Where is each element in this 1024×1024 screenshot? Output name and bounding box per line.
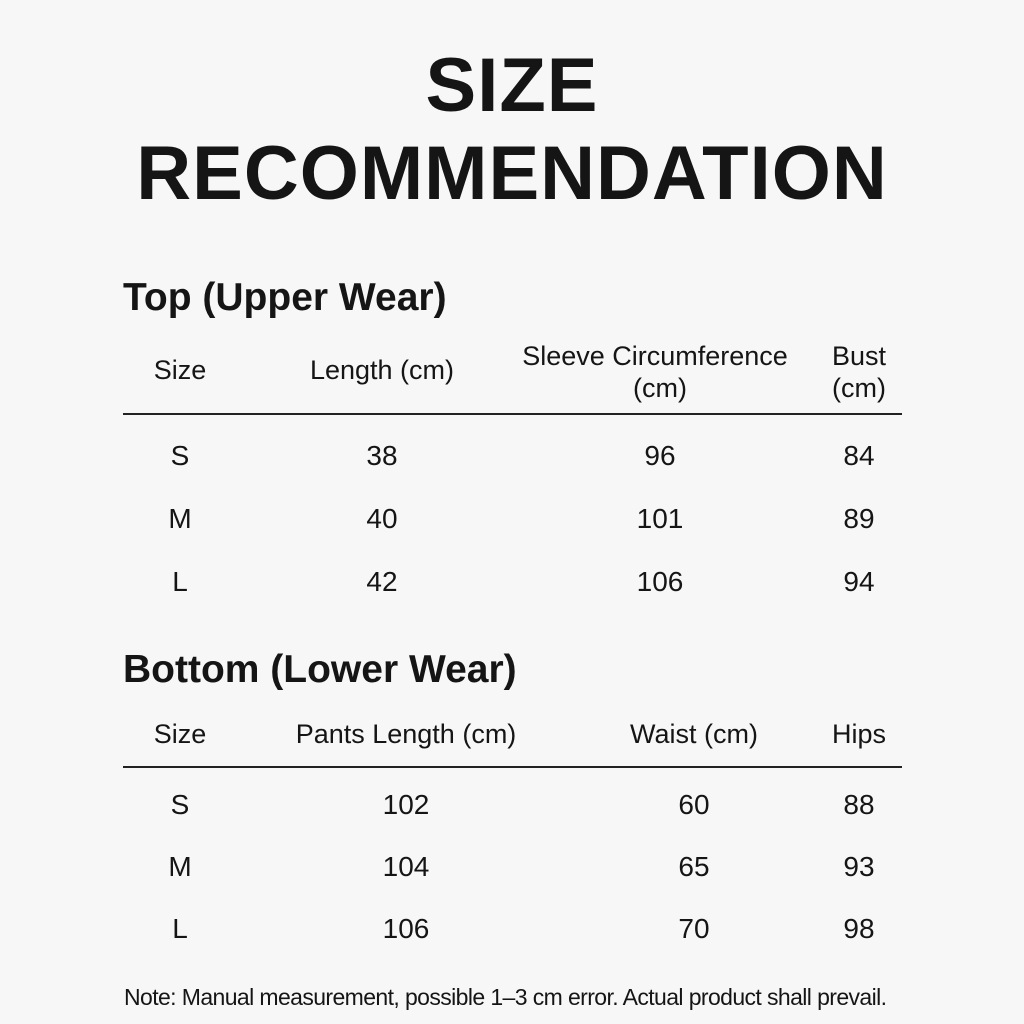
page-title-line2: RECOMMENDATION [136, 131, 888, 216]
bottom-section-heading: Bottom (Lower Wear) [123, 648, 517, 691]
table-cell: 106 [382, 913, 430, 944]
table-cell: S [170, 440, 190, 471]
top-header-length: Length (cm) [309, 355, 455, 385]
table-cell: 94 [843, 566, 875, 597]
table-cell: 104 [382, 851, 430, 882]
bottom-header-hips: Hips [831, 719, 887, 749]
table-cell: L [172, 913, 188, 944]
top-header-size: Size [153, 355, 207, 385]
table-cell: 70 [678, 913, 710, 944]
top-header-bust-unit: (cm) [832, 373, 886, 403]
page-title-line1: SIZE [425, 43, 599, 128]
table-cell: L [172, 566, 188, 597]
bottom-header-size: Size [153, 719, 207, 749]
top-header-sleeve-unit: (cm) [633, 373, 687, 403]
table-cell: 38 [366, 440, 398, 471]
table-cell: 106 [636, 566, 684, 597]
measurement-note: Note: Manual measurement, possible 1–3 c… [124, 984, 887, 1010]
top-header-divider [123, 413, 902, 415]
table-cell: 101 [636, 503, 684, 534]
table-cell: 96 [644, 440, 676, 471]
top-header-sleeve: Sleeve Circumference [522, 341, 788, 371]
table-cell: 42 [366, 566, 398, 597]
top-section-heading: Top (Upper Wear) [123, 276, 447, 319]
table-cell: 40 [366, 503, 398, 534]
table-cell: 88 [843, 789, 875, 820]
table-cell: M [168, 503, 192, 534]
table-cell: 93 [843, 851, 875, 882]
top-header-bust: Bust [831, 341, 887, 371]
table-cell: S [170, 789, 190, 820]
table-cell: 89 [843, 503, 875, 534]
table-cell: 102 [382, 789, 430, 820]
bottom-header-pants-length: Pants Length (cm) [295, 719, 517, 749]
table-cell: M [168, 851, 192, 882]
table-cell: 65 [678, 851, 710, 882]
bottom-header-waist: Waist (cm) [630, 719, 758, 749]
bottom-header-divider [123, 766, 902, 768]
table-cell: 60 [678, 789, 710, 820]
table-cell: 84 [843, 440, 875, 471]
table-cell: 98 [843, 913, 875, 944]
